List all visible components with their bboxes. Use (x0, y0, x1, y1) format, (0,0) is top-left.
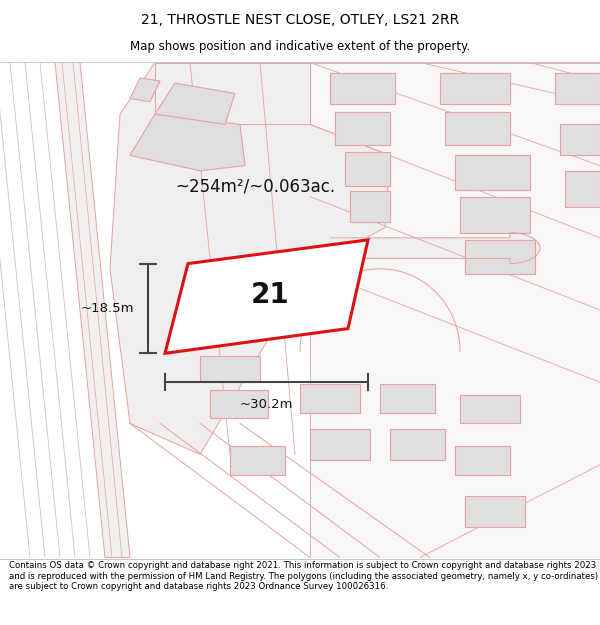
Polygon shape (345, 152, 390, 186)
Polygon shape (155, 62, 310, 124)
Polygon shape (300, 384, 360, 413)
Text: Contains OS data © Crown copyright and database right 2021. This information is : Contains OS data © Crown copyright and d… (9, 561, 598, 591)
Polygon shape (440, 72, 510, 104)
Polygon shape (465, 496, 525, 526)
Polygon shape (445, 112, 510, 145)
Polygon shape (130, 114, 245, 171)
Polygon shape (330, 72, 395, 104)
Polygon shape (460, 196, 530, 232)
Text: Map shows position and indicative extent of the property.: Map shows position and indicative extent… (130, 40, 470, 53)
Polygon shape (110, 62, 390, 454)
Polygon shape (165, 240, 368, 353)
Polygon shape (565, 171, 600, 207)
Polygon shape (455, 446, 510, 475)
Polygon shape (210, 391, 268, 418)
Polygon shape (380, 384, 435, 413)
Polygon shape (200, 356, 260, 382)
Polygon shape (130, 78, 160, 102)
Polygon shape (310, 429, 370, 459)
Text: ~18.5m: ~18.5m (80, 302, 134, 315)
Polygon shape (55, 62, 130, 558)
Polygon shape (390, 429, 445, 459)
Text: 21: 21 (251, 281, 289, 309)
Text: 21, THROSTLE NEST CLOSE, OTLEY, LS21 2RR: 21, THROSTLE NEST CLOSE, OTLEY, LS21 2RR (141, 12, 459, 27)
Polygon shape (555, 72, 600, 104)
Polygon shape (455, 155, 530, 191)
Polygon shape (155, 83, 235, 124)
Polygon shape (310, 62, 600, 558)
Text: ~254m²/~0.063ac.: ~254m²/~0.063ac. (175, 177, 335, 195)
Polygon shape (460, 394, 520, 424)
Polygon shape (465, 240, 535, 274)
Polygon shape (350, 191, 390, 222)
Polygon shape (230, 446, 285, 475)
Polygon shape (335, 112, 390, 145)
Polygon shape (330, 232, 540, 264)
Polygon shape (560, 124, 600, 155)
Text: ~30.2m: ~30.2m (240, 398, 293, 411)
